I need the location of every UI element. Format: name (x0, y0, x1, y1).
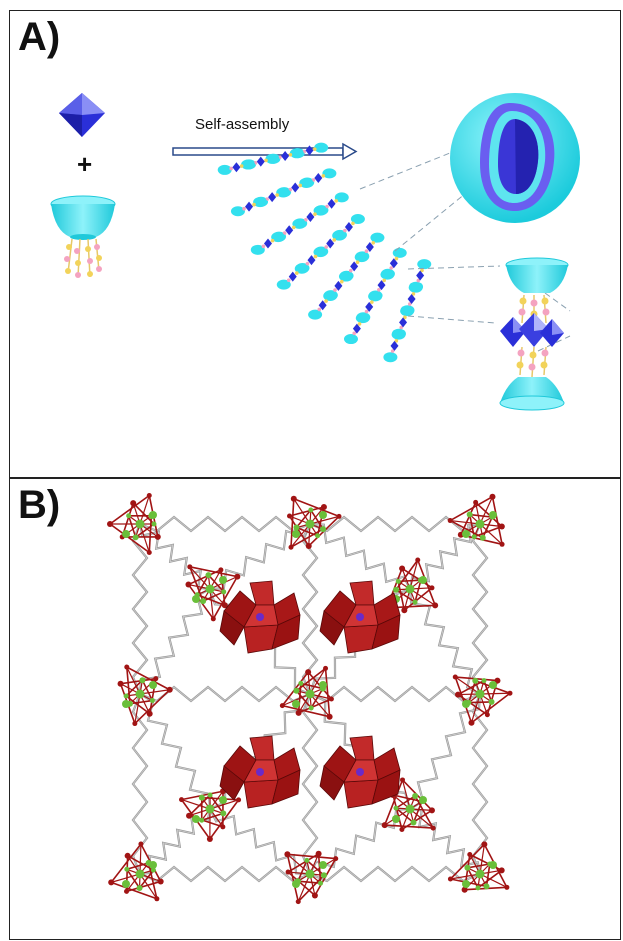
metal-cluster (108, 841, 164, 902)
metal-cluster (287, 495, 342, 550)
polyoxometalate-clusters (219, 580, 401, 809)
octahedron-icon (59, 93, 105, 137)
panel-b: B) (9, 478, 621, 940)
self-assembly-label: Self-assembly (195, 116, 290, 133)
assembled-arc (217, 142, 432, 363)
panel-b-label: B) (18, 483, 61, 527)
metal-cluster (279, 665, 334, 720)
arc-unit (343, 313, 370, 345)
dimer-detail (499, 257, 569, 411)
metal-cluster (117, 664, 173, 727)
arc-unit (276, 263, 309, 290)
self-assembly-arrow (172, 142, 358, 161)
polyoxometalate-cluster (319, 580, 401, 654)
metal-cluster (179, 788, 242, 842)
metal-cluster (452, 674, 513, 726)
cyclodextrin-cone-icon (50, 195, 116, 278)
zoom-guide-lines (359, 148, 571, 352)
metal-cluster (381, 777, 436, 832)
framework-structure (107, 492, 513, 905)
arc-unit (217, 159, 256, 175)
arc-unit (250, 232, 286, 255)
polyoxometalate-cluster (219, 580, 301, 654)
polyoxometalate-cluster (219, 735, 301, 809)
metal-cluster (107, 492, 161, 556)
metal-cluster (447, 493, 505, 547)
metal-oxygen-atoms (107, 492, 513, 905)
linker-chains (64, 238, 102, 278)
plus-sign: + (77, 149, 93, 179)
metal-cluster (284, 850, 339, 905)
metal-cluster (185, 564, 241, 622)
metal-cluster (447, 841, 510, 893)
panel-a: A) Self-assembly + (9, 10, 621, 478)
arc-unit (308, 290, 338, 320)
polyoxometalate-cluster (319, 735, 401, 809)
panel-a-label: A) (18, 15, 61, 59)
panel-a-diagram (50, 93, 580, 411)
vesicle-sphere (450, 93, 580, 223)
arc-unit (383, 329, 406, 363)
metal-oxygen-bonds (109, 494, 511, 903)
arc-unit (230, 197, 268, 217)
